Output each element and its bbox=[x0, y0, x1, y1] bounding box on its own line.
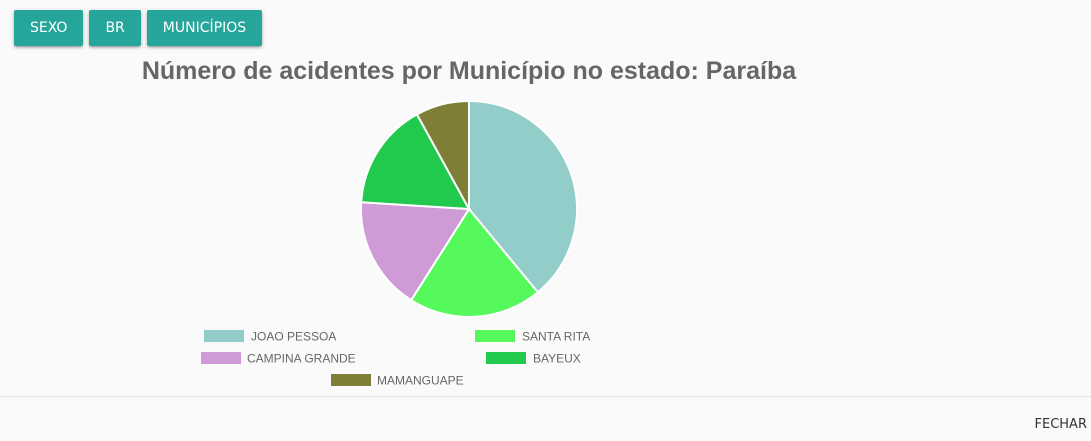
chart-title: Número de acidentes por Município no est… bbox=[141, 57, 797, 85]
legend-label: BAYEUX bbox=[533, 352, 581, 366]
legend-swatch bbox=[331, 374, 371, 386]
legend-item[interactable]: SANTA RITA bbox=[475, 330, 590, 344]
toolbar: SEXO BR MUNICÍPIOS bbox=[14, 10, 263, 46]
legend-swatch bbox=[475, 330, 515, 342]
legend-swatch bbox=[486, 352, 526, 364]
legend-label: CAMPINA GRANDE bbox=[247, 352, 356, 366]
municipios-button[interactable]: MUNICÍPIOS bbox=[146, 10, 263, 46]
legend-swatch bbox=[201, 352, 241, 364]
legend-label: JOAO PESSOA bbox=[251, 330, 336, 344]
legend-item[interactable]: MAMANGUAPE bbox=[331, 374, 464, 388]
legend-item[interactable]: CAMPINA GRANDE bbox=[201, 352, 356, 366]
close-button[interactable]: FECHAR bbox=[1034, 417, 1087, 432]
pie-slice-mamanguape[interactable] bbox=[415, 99, 470, 210]
legend-swatch bbox=[204, 330, 244, 342]
pie-slice-campina-grande[interactable] bbox=[360, 201, 471, 302]
legend-item[interactable]: BAYEUX bbox=[486, 352, 581, 366]
legend-label: SANTA RITA bbox=[522, 330, 590, 344]
legend-label: MAMANGUAPE bbox=[377, 374, 464, 388]
sexo-button[interactable]: SEXO bbox=[14, 10, 84, 46]
pie-chart: JOAO PESSOA SANTA RITA CAMPINA GRANDE BAYEU… bbox=[201, 99, 590, 388]
legend-item[interactable]: JOAO PESSOA bbox=[204, 330, 336, 344]
pie-slice-bayeux[interactable] bbox=[360, 113, 471, 211]
pie-slice-santa-rita[interactable] bbox=[409, 207, 540, 318]
footer-divider bbox=[0, 396, 1091, 397]
br-button[interactable]: BR bbox=[89, 10, 141, 46]
pie-slice-joao-pessoa[interactable] bbox=[468, 99, 578, 294]
